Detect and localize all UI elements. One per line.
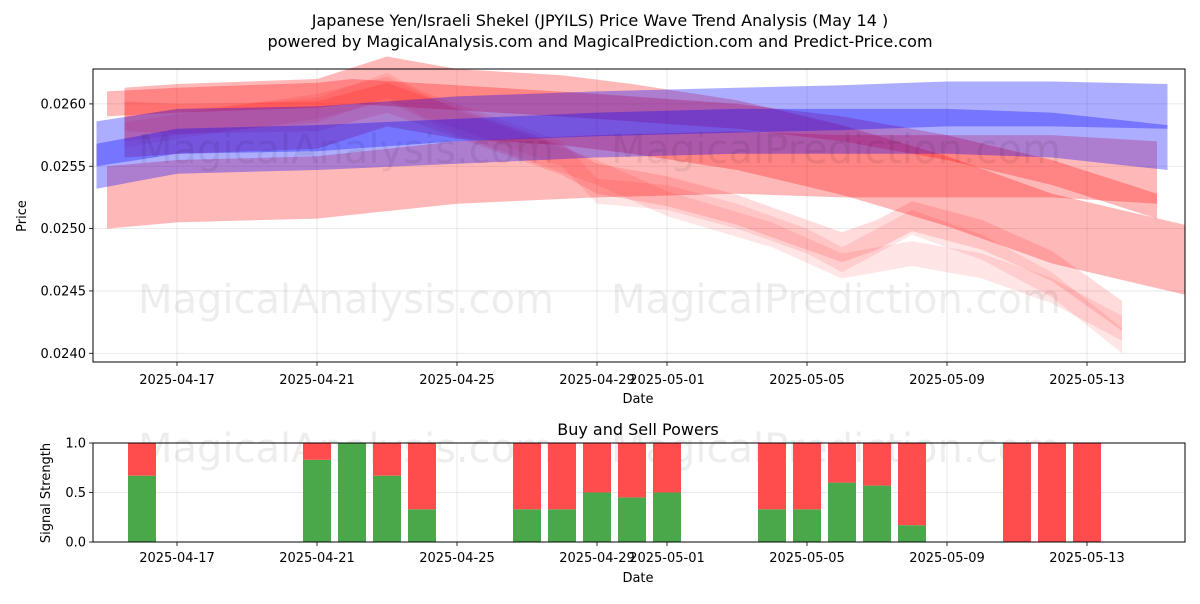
watermark-prediction-mid: MagicalPrediction.com (611, 277, 1061, 323)
sell-bar (1038, 443, 1066, 542)
buy-sell-panel: Buy and Sell Powers MagicalAnalysis.com … (39, 420, 1186, 586)
sell-bar (1003, 443, 1031, 542)
price-plot-area (93, 69, 1185, 362)
price-wave-band-6 (96, 81, 1168, 167)
price-y-tick-label: 0.0245 (41, 284, 87, 299)
price-x-tick-label: 2025-05-09 (909, 373, 985, 388)
buy-bar (618, 497, 646, 542)
price-wave-band-1 (107, 131, 1157, 229)
price-watermarks: MagicalAnalysis.com MagicalPrediction.co… (138, 127, 1061, 323)
sell-bar (373, 443, 401, 476)
sell-bar (793, 443, 821, 510)
buy-sell-x-ticks: 2025-04-17 2025-04-21 2025-04-25 2025-04-29… (139, 542, 1125, 566)
buy-bar (828, 482, 856, 542)
price-wave-band-0 (107, 79, 1157, 219)
buy-bar (548, 509, 576, 542)
price-y-tick-label: 0.0250 (41, 222, 87, 237)
watermark-prediction-top: MagicalPrediction.com (611, 127, 1061, 173)
watermark-analysis-top: MagicalAnalysis.com (138, 127, 554, 173)
price-wave-band-3 (124, 82, 1122, 331)
price-y-tick-label: 0.0260 (41, 97, 87, 112)
buy-bar (338, 443, 366, 542)
sell-bar (128, 443, 156, 476)
price-y-tick-label: 0.0240 (41, 347, 87, 362)
buy-bar (373, 475, 401, 542)
buy-sell-x-tick-label: 2025-05-09 (909, 551, 985, 566)
sell-bar (758, 443, 786, 510)
price-wave-bands (96, 56, 1185, 354)
sell-bar (618, 443, 646, 498)
buy-sell-y-tick-label: 0.5 (65, 486, 86, 501)
buy-bar (408, 509, 436, 542)
buy-bar (793, 509, 821, 542)
buy-bar (583, 492, 611, 542)
buy-bar (863, 485, 891, 542)
buy-sell-x-tick-label: 2025-05-13 (1049, 551, 1125, 566)
buy-bar (513, 509, 541, 542)
price-x-tick-label: 2025-04-17 (139, 373, 215, 388)
sell-bar (548, 443, 576, 510)
sell-bar (653, 443, 681, 493)
watermark-analysis-mid: MagicalAnalysis.com (138, 277, 554, 323)
price-x-tick-label: 2025-05-05 (769, 373, 845, 388)
price-wave-band-2 (124, 56, 1185, 295)
buy-sell-y-tick-label: 1.0 (65, 437, 86, 452)
sell-bar (513, 443, 541, 510)
buy-bar (653, 492, 681, 542)
buy-sell-x-tick-label: 2025-05-05 (769, 551, 845, 566)
buy-sell-x-tick-label: 2025-04-21 (279, 551, 355, 566)
buy-sell-x-tick-label: 2025-05-01 (629, 551, 705, 566)
price-grid (93, 69, 1185, 362)
price-x-tick-label: 2025-04-29 (559, 373, 635, 388)
price-y-axis-label: Price (15, 200, 30, 232)
price-y-tick-label: 0.0255 (41, 160, 87, 175)
buy-sell-x-axis-label: Date (622, 571, 653, 586)
price-wave-band-7 (96, 108, 1168, 189)
buy-sell-y-ticks: 0.0 0.5 1.0 (65, 437, 93, 551)
buy-sell-x-tick-label: 2025-04-17 (139, 551, 215, 566)
price-y-ticks: 0.0240 0.0245 0.0250 0.0255 0.0260 (41, 97, 93, 362)
buy-sell-y-axis-label: Signal Strength (39, 443, 54, 543)
price-x-axis-label: Date (622, 392, 653, 407)
figure-title: Japanese Yen/Israeli Shekel (JPYILS) Pri… (311, 11, 888, 30)
sell-bar (1073, 443, 1101, 542)
sell-bar (583, 443, 611, 493)
buy-bar (303, 459, 331, 542)
sell-bar (898, 443, 926, 526)
price-x-tick-label: 2025-04-25 (419, 373, 495, 388)
price-x-ticks: 2025-04-17 2025-04-21 2025-04-25 2025-04-29… (139, 362, 1125, 388)
buy-sell-y-tick-label: 0.0 (65, 536, 86, 551)
price-x-tick-label: 2025-05-01 (629, 373, 705, 388)
price-x-tick-label: 2025-05-13 (1049, 373, 1125, 388)
buy-sell-x-tick-label: 2025-04-29 (559, 551, 635, 566)
sell-bar (863, 443, 891, 486)
buy-sell-bars (128, 443, 1101, 542)
buy-bar (898, 525, 926, 542)
price-plot-frame (92, 68, 1186, 363)
sell-bar (408, 443, 436, 510)
buy-sell-title: Buy and Sell Powers (557, 420, 719, 439)
figure-subtitle: powered by MagicalAnalysis.com and Magic… (267, 32, 932, 51)
price-panel: MagicalAnalysis.com MagicalPrediction.co… (15, 56, 1186, 407)
buy-bar (758, 509, 786, 542)
buy-sell-x-tick-label: 2025-04-25 (419, 551, 495, 566)
sell-bar (303, 443, 331, 460)
buy-bar (128, 475, 156, 542)
price-x-tick-label: 2025-04-21 (279, 373, 355, 388)
sell-bar (828, 443, 856, 483)
